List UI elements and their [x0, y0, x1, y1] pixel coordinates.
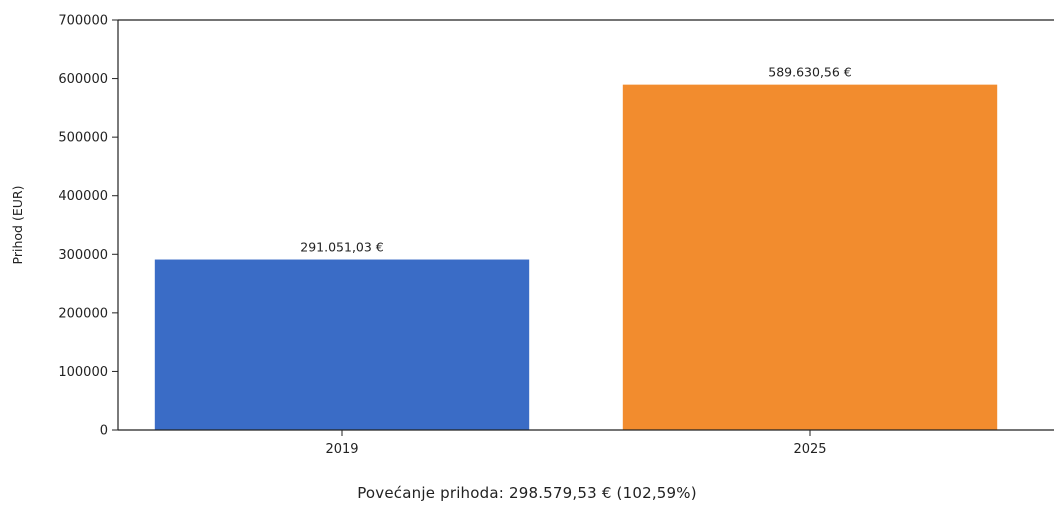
x-tick-label-2019: 2019 — [325, 442, 358, 457]
bars — [154, 84, 998, 430]
y-tick-label: 400000 — [58, 189, 108, 204]
y-axis-title: Prihod (EUR) — [10, 186, 25, 265]
bar-2019 — [154, 259, 530, 430]
axes-frame — [117, 19, 1054, 431]
y-tick-label: 500000 — [58, 131, 108, 146]
bar-value-label-2019: 291.051,03 € — [300, 240, 384, 255]
y-tick-label: 300000 — [58, 248, 108, 263]
y-tick-label: 0 — [100, 424, 108, 439]
y-axis-ticks: 0 100000 200000 300000 400000 500000 600000 700… — [58, 14, 118, 439]
y-tick-label: 100000 — [58, 365, 108, 380]
x-axis-ticks: 2019 2025 — [325, 430, 827, 457]
bar-2025 — [622, 84, 998, 430]
footer-note: Povećanje prihoda: 298.579,53 € (102,59%… — [357, 484, 697, 502]
y-tick-label: 700000 — [58, 14, 108, 29]
x-tick-label-2025: 2025 — [793, 442, 826, 457]
bar-value-label-2025: 589.630,56 € — [768, 65, 852, 80]
bar-value-labels: 291.051,03 € 589.630,56 € — [300, 65, 852, 255]
y-tick-label: 200000 — [58, 306, 108, 321]
y-tick-label: 600000 — [58, 72, 108, 87]
